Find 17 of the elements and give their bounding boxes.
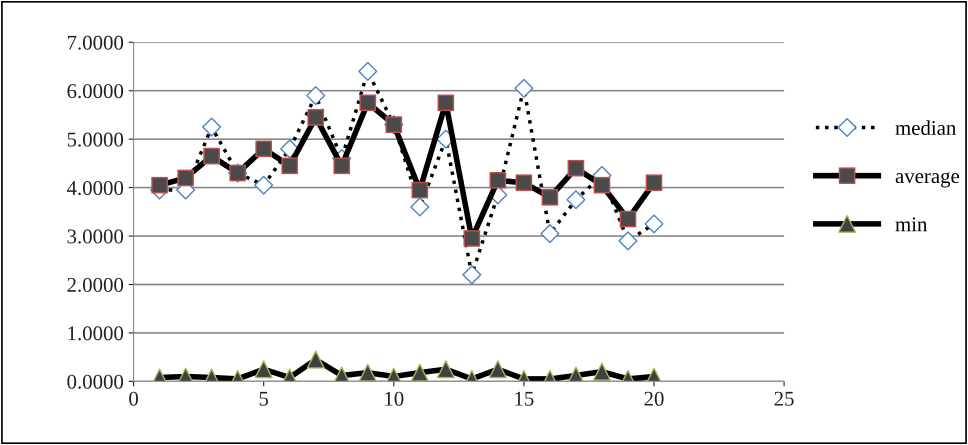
y-tick-label: 5.0000 (68, 132, 124, 147)
y-tick-label: 7.0000 (68, 36, 124, 50)
y-tick-label: 4.0000 (66, 180, 124, 196)
legend-label: median (895, 120, 956, 135)
y-tick-label: 3.0000 (68, 229, 124, 244)
x-tick-label: 5 (260, 392, 268, 406)
x-tick-label: 15 (515, 392, 534, 406)
y-tick-label: 2.0000 (67, 278, 124, 292)
y-tick-label: 6.0000 (67, 84, 124, 98)
x-tick-label: 0 (129, 392, 138, 406)
y-tick-label: 1.0000 (68, 326, 124, 340)
x-tick-label: 25 (774, 392, 794, 406)
x-tick-label: 20 (644, 392, 664, 406)
legend-label: min (895, 217, 928, 232)
y-tick-label: 0.0000 (67, 374, 124, 389)
legend-label: average (896, 172, 960, 188)
x-tick-label: 10 (385, 392, 404, 406)
